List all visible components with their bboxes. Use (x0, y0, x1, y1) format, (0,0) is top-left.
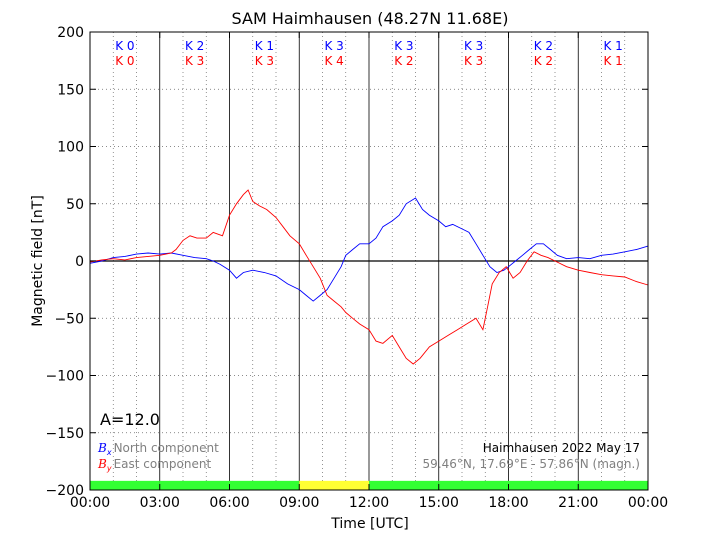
series-by-line (89, 189, 649, 365)
activity-segment (299, 480, 369, 490)
series-bx-line (89, 197, 649, 302)
k-index-by: K 3 (185, 54, 204, 68)
k-index-by: K 1 (603, 54, 622, 68)
series-lines (89, 189, 649, 365)
k-index-by: K 3 (464, 54, 483, 68)
y-tick-label: 50 (66, 197, 84, 213)
legend-by-symbol: B (97, 457, 107, 471)
k-index-bx: K 3 (324, 39, 343, 53)
k-index-bx: K 1 (255, 39, 274, 53)
k-index-labels: K 0K 0K 2K 3K 1K 3K 3K 4K 3K 2K 3K 3K 2K… (115, 39, 623, 68)
y-tick-label: 150 (57, 82, 84, 98)
legend-bx-subscript: x (106, 448, 112, 457)
activity-bar (90, 480, 648, 490)
y-tick-label: −150 (46, 426, 84, 442)
k-index-bx: K 0 (115, 39, 134, 53)
k-index-bx: K 3 (464, 39, 483, 53)
legend-by-name: East component (114, 457, 212, 471)
y-tick-label: −100 (46, 369, 84, 385)
k-index-bx: K 3 (394, 39, 413, 53)
x-tick-label: 09:00 (279, 495, 319, 511)
plot-frame (89, 31, 649, 491)
legend-bx-name: North component (114, 441, 220, 455)
legend-bx: Bx North component (97, 441, 219, 457)
x-axis-label: Time [UTC] (330, 516, 408, 532)
x-tick-label: 21:00 (558, 495, 598, 511)
k-index-by: K 3 (255, 54, 274, 68)
legend-by: By East component (97, 457, 211, 473)
y-tick-label: −50 (54, 311, 84, 327)
x-tick-label: 00:00 (628, 495, 668, 511)
legend: Bx North component By East component (97, 441, 219, 473)
activity-segment (159, 480, 230, 490)
y-tick-label: −200 (46, 483, 84, 499)
activity-segment (578, 480, 648, 490)
chart-title: SAM Haimhausen (48.27N 11.68E) (232, 9, 509, 28)
coords-label: 59.46°N, 17.69°E - 57.86°N (magn.) (423, 457, 640, 471)
x-tick-label: 06:00 (209, 495, 249, 511)
x-tick-label: 12:00 (349, 495, 389, 511)
x-tick-label: 18:00 (488, 495, 528, 511)
legend-by-subscript: y (106, 464, 112, 473)
k-index-bx: K 1 (603, 39, 622, 53)
station-label: Haimhausen 2022 May 17 (483, 441, 640, 455)
activity-segment (369, 480, 439, 490)
k-index-by: K 0 (115, 54, 134, 68)
legend-bx-symbol: B (97, 441, 107, 455)
y-tick-label: 200 (57, 25, 84, 41)
x-tick-label: 03:00 (140, 495, 180, 511)
k-index-by: K 2 (534, 54, 553, 68)
y-axis-label: Magnetic field [nT] (30, 195, 46, 327)
activity-segment (438, 480, 509, 490)
k-index-by: K 4 (324, 54, 343, 68)
x-tick-label: 00:00 (70, 495, 110, 511)
x-tick-label: 15:00 (419, 495, 459, 511)
k-index-bx: K 2 (534, 39, 553, 53)
y-tick-label: 100 (57, 140, 84, 156)
activity-index: A=12.0 (100, 410, 160, 429)
k-index-by: K 2 (394, 54, 413, 68)
activity-segment (90, 480, 160, 490)
axis-ticks: 00:00 03:00 06:00 09:00 12:00 15:00 18:00 21:00… (46, 25, 669, 511)
activity-segment (229, 480, 300, 490)
k-index-bx: K 2 (185, 39, 204, 53)
y-tick-label: 0 (75, 254, 84, 270)
activity-segment (508, 480, 579, 490)
grid-lines (90, 32, 648, 490)
